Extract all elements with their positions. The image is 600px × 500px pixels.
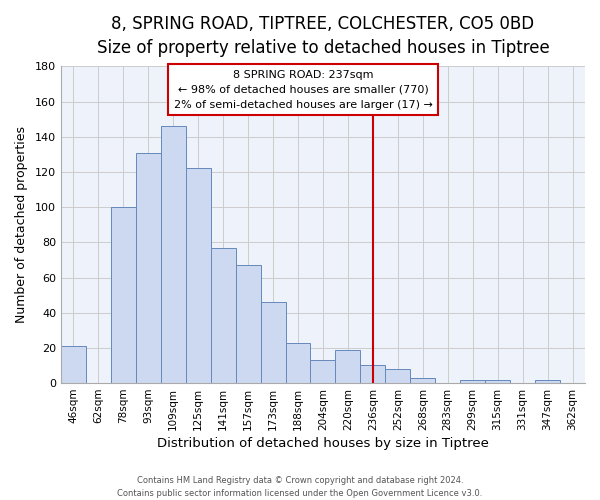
Bar	[186, 168, 211, 383]
Bar	[286, 342, 310, 383]
X-axis label: Distribution of detached houses by size in Tiptree: Distribution of detached houses by size …	[157, 437, 489, 450]
Bar	[485, 380, 510, 383]
Text: Contains HM Land Registry data © Crown copyright and database right 2024.
Contai: Contains HM Land Registry data © Crown c…	[118, 476, 482, 498]
Bar	[335, 350, 361, 383]
Bar	[111, 207, 136, 383]
Bar	[211, 248, 236, 383]
Bar	[61, 346, 86, 383]
Bar	[310, 360, 335, 383]
Title: 8, SPRING ROAD, TIPTREE, COLCHESTER, CO5 0BD
Size of property relative to detach: 8, SPRING ROAD, TIPTREE, COLCHESTER, CO5…	[97, 15, 550, 56]
Bar	[535, 380, 560, 383]
Bar	[260, 302, 286, 383]
Bar	[410, 378, 435, 383]
Text: 8 SPRING ROAD: 237sqm
← 98% of detached houses are smaller (770)
2% of semi-deta: 8 SPRING ROAD: 237sqm ← 98% of detached …	[173, 70, 433, 110]
Bar	[385, 369, 410, 383]
Bar	[460, 380, 485, 383]
Bar	[236, 265, 260, 383]
Bar	[136, 152, 161, 383]
Bar	[161, 126, 186, 383]
Y-axis label: Number of detached properties: Number of detached properties	[15, 126, 28, 324]
Bar	[361, 366, 385, 383]
